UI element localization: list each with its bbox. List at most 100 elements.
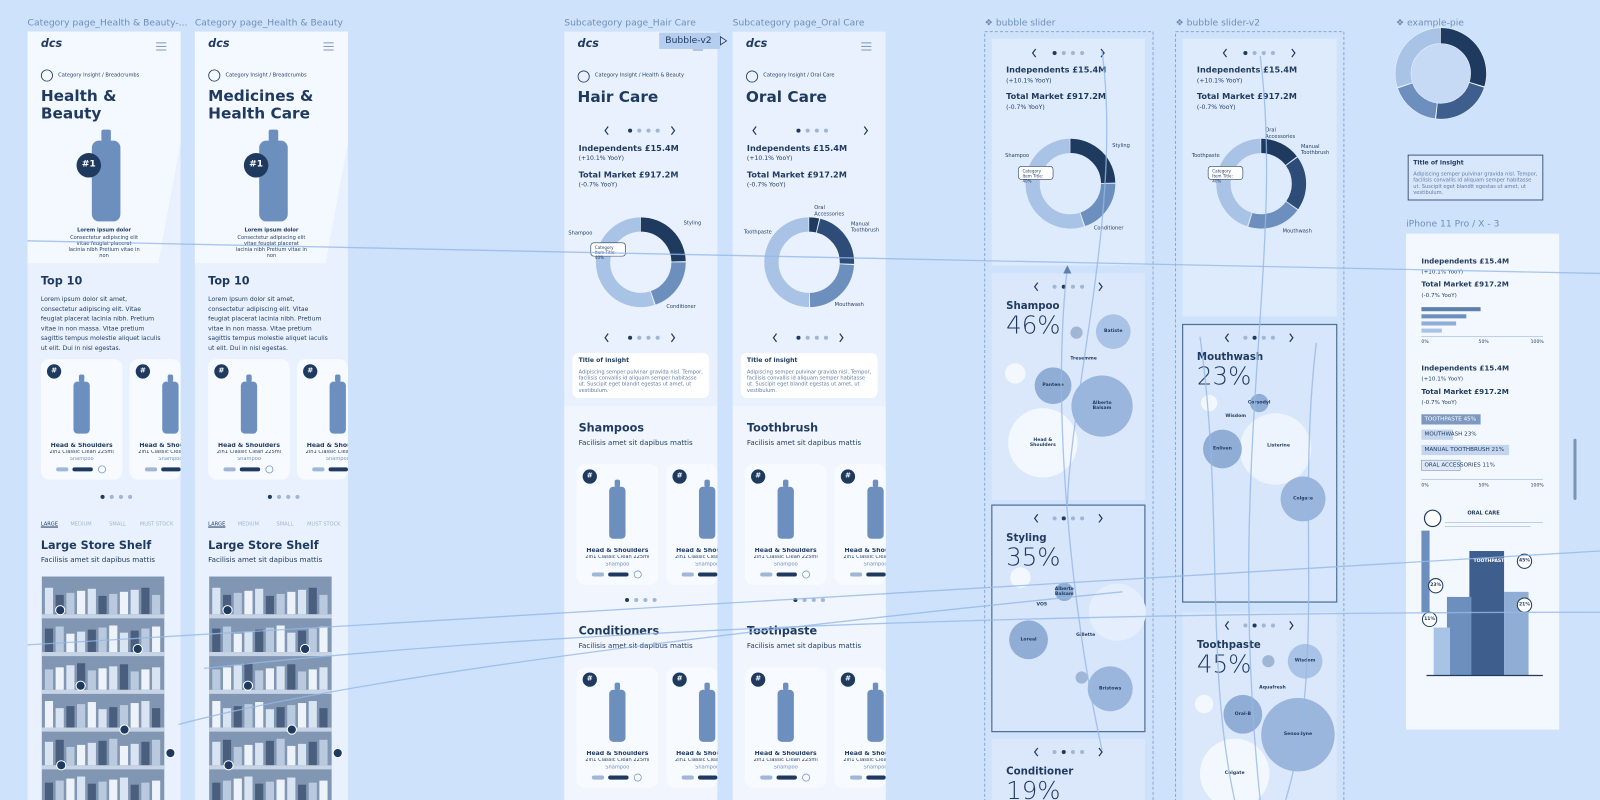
- hotspot: [119, 724, 130, 735]
- tab: LARGE: [40, 521, 59, 528]
- infographic-label: 23%: [1430, 583, 1442, 589]
- bubble-label: VO5: [1036, 602, 1048, 608]
- bottle: [777, 486, 794, 539]
- pill: [312, 467, 325, 472]
- bubble: [1075, 671, 1088, 684]
- slide-title: Styling: [1006, 532, 1047, 544]
- pill: [328, 467, 348, 472]
- bubble: [1008, 408, 1078, 478]
- bubble-label: Wisdom: [1225, 413, 1247, 419]
- arrow-icon: [1033, 747, 1039, 757]
- shelf-product: [308, 701, 317, 728]
- infographic-label: TOOTHPASTE: [1473, 559, 1508, 565]
- section-title: Conditioners: [578, 624, 660, 638]
- shelf-product: [297, 703, 307, 728]
- bubble-label: Pantene: [1042, 383, 1064, 389]
- text: #: [586, 674, 593, 683]
- shelf-product: [44, 782, 54, 800]
- bottle: [101, 129, 111, 142]
- shelf-product: [212, 628, 221, 653]
- badge: [751, 469, 766, 484]
- pill: [776, 775, 797, 780]
- bar: [1421, 444, 1510, 456]
- donut-label: Toothpaste: [1191, 153, 1220, 160]
- overlay-tab: [659, 32, 721, 49]
- shelf: [41, 765, 165, 770]
- arrow-icon: [1291, 48, 1296, 58]
- logo: dcs: [577, 36, 599, 50]
- shelf-product: [276, 738, 285, 766]
- info-icon: [98, 465, 106, 474]
- shelf-product: [44, 701, 54, 728]
- bottle: [782, 682, 789, 691]
- insight-title: Title of insight: [1413, 159, 1464, 167]
- text: Shampoo: [158, 456, 183, 463]
- shelf-product: [276, 625, 285, 653]
- shelf-product: [77, 590, 86, 615]
- shelf-product: [297, 589, 307, 615]
- text: Shampoo: [325, 456, 350, 463]
- carousel-dot: [1252, 335, 1257, 340]
- infographic-column: [1446, 596, 1472, 676]
- text: #: [676, 674, 683, 683]
- shelf-product: [109, 625, 118, 653]
- shelf-product: [255, 670, 264, 690]
- shelf-product: [319, 667, 328, 690]
- shelf-product: [308, 587, 317, 615]
- carousel-dot: [646, 335, 651, 340]
- bubble-label: Loreal: [1020, 637, 1037, 643]
- bubble-label: Alberto Balsam: [1092, 401, 1112, 412]
- shelf-product: [255, 629, 264, 653]
- carousel-dot: [1070, 516, 1075, 521]
- shelf-product: [265, 781, 274, 800]
- bubble-label: Batiste: [1104, 329, 1123, 335]
- metric: (-0.7% YooY): [1421, 292, 1457, 299]
- text: #: [755, 471, 762, 480]
- carousel-dot: [655, 128, 660, 133]
- text: Head & Shoulders: [139, 441, 202, 449]
- arrow-icon: [604, 126, 609, 136]
- shelf-product: [319, 739, 328, 766]
- shelf-product: [233, 706, 242, 728]
- axis-label: 50%: [1478, 339, 1489, 345]
- bottle: [698, 486, 716, 539]
- shelf-product: [287, 664, 296, 690]
- tab: MEDIUM: [237, 521, 259, 528]
- text: 2in1 Classic Clean 225ml: [585, 554, 650, 561]
- shelf-product: [233, 633, 242, 653]
- logo: dcs: [208, 36, 230, 50]
- donut-segment: [1395, 28, 1487, 119]
- text: Head & Shoulders: [586, 749, 649, 758]
- carousel-dot: [1070, 749, 1075, 755]
- metric: Total Market £917.2M: [1006, 91, 1107, 102]
- carousel-dot: [1070, 284, 1075, 289]
- text: Head & Shoulders: [217, 441, 280, 449]
- carousel-dot: [295, 494, 300, 499]
- carousel-dot: [1061, 284, 1066, 289]
- pill: [72, 467, 93, 472]
- bar: [1421, 429, 1454, 440]
- text: Category Insight / Health & Beauty: [594, 72, 685, 79]
- shelf-product: [265, 595, 274, 615]
- carousel-dot: [637, 335, 642, 340]
- donut-label: Mouthwash: [1282, 228, 1312, 235]
- shelf-product: [244, 631, 253, 653]
- pill: [591, 775, 605, 780]
- carousel-dot: [1243, 51, 1248, 56]
- frame-label: Subcategory page_Oral Care: [732, 18, 865, 29]
- text: (+10.1% YooY): [578, 155, 625, 163]
- tooltip-text: Category Item Title: 40%: [1022, 168, 1044, 184]
- slide-percent: 45%: [1196, 649, 1252, 679]
- shelf-product: [98, 781, 107, 800]
- bubble-label: Corsodyl: [1247, 400, 1271, 406]
- shelf-product: [319, 708, 328, 728]
- page-title: Oral Care: [745, 87, 827, 107]
- text: 2in1 Classic Clean 225ml: [305, 448, 370, 456]
- metric: Independents £15.4M: [1006, 65, 1107, 75]
- text: Shampoo: [773, 561, 798, 568]
- hotspot: [56, 760, 67, 771]
- shelf-product: [98, 595, 107, 615]
- hotspot: [299, 643, 311, 655]
- page-title: Hair Care: [577, 87, 659, 107]
- shelf-product: [244, 744, 253, 766]
